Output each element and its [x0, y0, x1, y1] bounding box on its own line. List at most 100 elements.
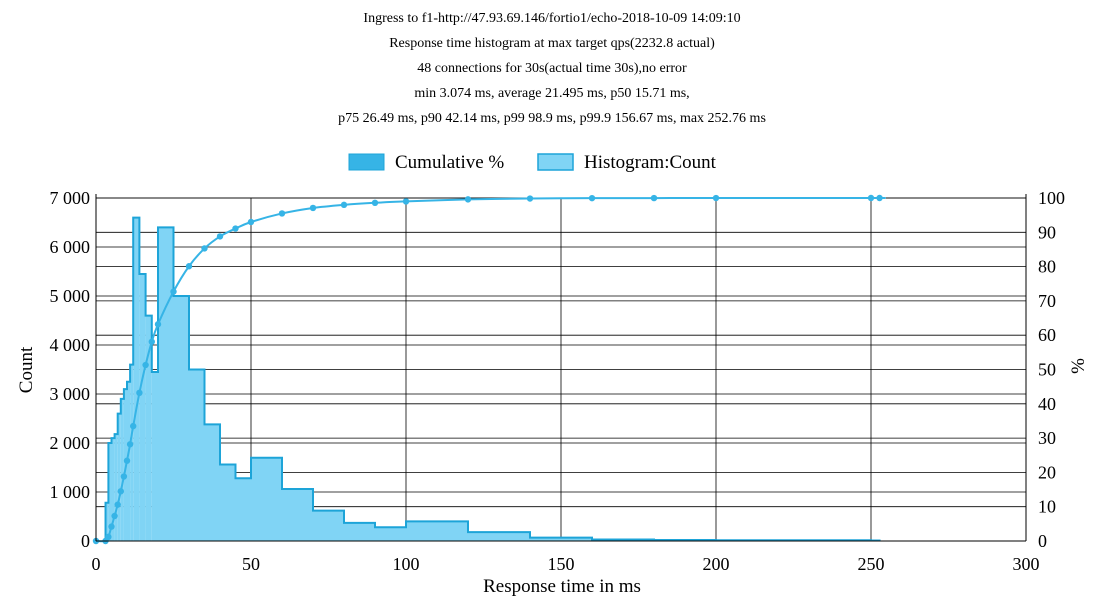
cumulative-point	[170, 288, 177, 295]
y-left-tick-label: 7 000	[50, 188, 91, 208]
legend-label-cumulative: Cumulative %	[395, 152, 504, 173]
cumulative-point	[154, 321, 162, 328]
title-line-5: p75 26.49 ms, p90 42.14 ms, p99 98.9 ms,…	[338, 111, 766, 126]
cumulative-series	[92, 194, 886, 545]
histogram-bar	[189, 369, 205, 541]
cumulative-point	[142, 361, 149, 369]
histogram-bar	[111, 438, 115, 541]
y-left-tick-label: 3 000	[50, 384, 91, 404]
x-tick-label: 250	[858, 554, 885, 574]
histogram-bar	[158, 227, 174, 541]
histogram-bar	[117, 413, 121, 541]
histogram-bar	[204, 424, 220, 541]
cumulative-point	[340, 201, 348, 209]
cumulative-point	[185, 263, 193, 270]
x-tick-label: 200	[703, 554, 730, 574]
y-right-tick-label: 40	[1038, 394, 1056, 414]
histogram-bar	[220, 464, 236, 541]
legend-item-histogram[interactable]: Histogram:Count	[537, 152, 717, 173]
chart-title: Ingress to f1-http://47.93.69.146/fortio…	[0, 6, 1104, 131]
title-line-4: min 3.074 ms, average 21.495 ms, p50 15.…	[414, 86, 690, 101]
cumulative-point	[309, 204, 317, 212]
y-left-tick-label: 6 000	[50, 237, 91, 257]
histogram-bar	[130, 364, 134, 541]
histogram-bar	[282, 489, 313, 541]
y-left-tick-label: 1 000	[50, 482, 91, 502]
title-line-3: 48 connections for 30s(actual time 30s),…	[417, 61, 687, 76]
x-tick-label: 150	[548, 554, 575, 574]
histogram-bar	[530, 537, 592, 541]
cumulative-point	[114, 501, 121, 508]
histogram-bar	[375, 527, 406, 541]
legend[interactable]: Cumulative % Histogram:Count	[348, 152, 717, 173]
histogram-bar	[313, 510, 344, 541]
histogram-bar	[145, 315, 152, 541]
y-right-tick-label: 30	[1038, 428, 1056, 448]
x-tick-label: 300	[1013, 554, 1040, 574]
cumulative-point	[526, 195, 534, 202]
y-axis-label-left: Count	[16, 346, 37, 393]
histogram-bar	[406, 521, 468, 541]
histogram-bar	[235, 478, 251, 541]
title-line-1: Ingress to f1-http://47.93.69.146/fortio…	[363, 11, 741, 26]
x-tick-label: 50	[242, 554, 260, 574]
y-right-tick-label: 20	[1038, 462, 1056, 482]
y-left-tick-label: 0	[81, 531, 90, 551]
cumulative-point	[867, 194, 875, 202]
histogram-bar	[105, 502, 109, 541]
y-left-tick-label: 2 000	[50, 433, 91, 453]
y-right-tick-label: 0	[1038, 531, 1047, 551]
cumulative-point	[371, 199, 379, 207]
histogram-bar	[344, 522, 375, 541]
y-right-tick-label: 50	[1038, 360, 1056, 380]
histogram-bar	[139, 273, 146, 541]
cumulative-point	[105, 533, 112, 541]
cumulative-point	[123, 457, 131, 464]
histogram-bar	[108, 443, 112, 541]
x-tick-label: 100	[393, 554, 420, 574]
cumulative-point	[216, 233, 224, 240]
x-tick-label: 0	[92, 554, 101, 574]
cumulative-point	[111, 512, 118, 520]
cumulative-point	[464, 196, 472, 203]
histogram-bar	[173, 296, 189, 541]
histogram-outline	[104, 216, 881, 542]
histogram-bar	[120, 398, 124, 541]
axes	[95, 194, 1027, 542]
cumulative-point	[247, 218, 255, 226]
cumulative-point	[108, 523, 115, 530]
y-right-tick-label: 10	[1038, 497, 1056, 517]
cumulative-point	[712, 194, 720, 202]
cumulative-point	[650, 194, 658, 202]
y-right-tick-label: 100	[1038, 188, 1065, 208]
cumulative-point	[126, 441, 134, 448]
cumulative-point	[120, 473, 128, 480]
cumulative-point	[876, 194, 883, 202]
histogram-bar	[468, 532, 530, 541]
cumulative-point	[232, 225, 239, 232]
legend-item-cumulative[interactable]: Cumulative %	[348, 152, 504, 173]
cumulative-point	[201, 245, 208, 252]
y-right-tick-label: 70	[1038, 291, 1056, 311]
y-axis-label-right: %	[1068, 358, 1089, 374]
histogram-bar	[133, 217, 140, 541]
y-left-tick-label: 4 000	[50, 335, 91, 355]
histogram-bar	[151, 371, 158, 541]
cumulative-point	[278, 210, 286, 217]
cumulative-point	[588, 194, 596, 202]
cumulative-point	[130, 422, 137, 430]
cumulative-point	[136, 389, 143, 397]
y-right-tick-label: 60	[1038, 325, 1056, 345]
title-line-2: Response time histogram at max target qp…	[389, 36, 715, 51]
legend-swatch-histogram	[537, 153, 574, 171]
histogram-bar	[251, 457, 282, 541]
histogram-series	[104, 216, 881, 542]
y-right-tick-label: 90	[1038, 222, 1056, 242]
cumulative-point	[148, 338, 155, 345]
legend-swatch-cumulative	[348, 153, 385, 171]
y-left-tick-label: 5 000	[50, 286, 91, 306]
y-right-tick-label: 80	[1038, 257, 1056, 277]
cumulative-point	[402, 198, 410, 205]
